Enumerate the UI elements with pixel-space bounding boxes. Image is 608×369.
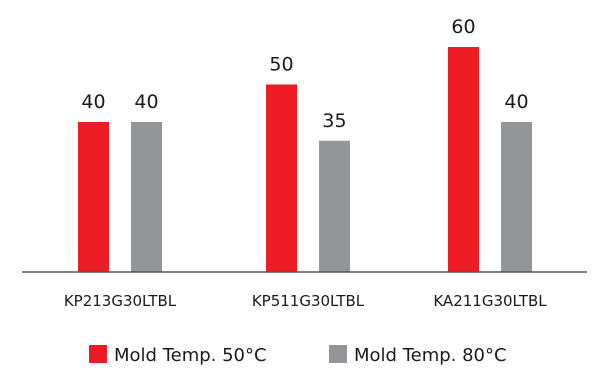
legend-label: Mold Temp. 50°C bbox=[114, 345, 267, 366]
category-label: KA211G30LTBL bbox=[433, 292, 547, 310]
legend-label: Mold Temp. 80°C bbox=[354, 345, 507, 366]
data-label: 40 bbox=[504, 91, 528, 113]
legend: Mold Temp. 50°C Mold Temp. 80°C bbox=[89, 345, 507, 366]
category-label: KP213G30LTBL bbox=[64, 292, 177, 310]
legend-item-mold-temp-50: Mold Temp. 50°C bbox=[89, 345, 267, 366]
data-label: 50 bbox=[269, 54, 293, 76]
bar-mold-temp-50-kp511g30ltbl bbox=[266, 84, 297, 272]
legend-item-mold-temp-80: Mold Temp. 80°C bbox=[329, 345, 507, 366]
bar-mold-temp-80-ka211g30ltbl bbox=[501, 122, 532, 272]
data-label: 35 bbox=[322, 110, 346, 132]
legend-swatch bbox=[89, 345, 107, 363]
bars-group bbox=[78, 47, 532, 272]
category-labels-group: KP213G30LTBL KP511G30LTBL KA211G30LTBL bbox=[64, 292, 547, 310]
bar-mold-temp-80-kp511g30ltbl bbox=[319, 140, 350, 272]
data-label: 60 bbox=[451, 16, 475, 38]
legend-swatch bbox=[329, 345, 347, 363]
bar-mold-temp-80-kp213g30ltbl bbox=[131, 122, 162, 272]
data-label: 40 bbox=[134, 91, 158, 113]
bar-mold-temp-50-kp213g30ltbl bbox=[78, 122, 109, 272]
data-label: 40 bbox=[81, 91, 105, 113]
bar-mold-temp-50-ka211g30ltbl bbox=[448, 47, 479, 272]
category-label: KP511G30LTBL bbox=[252, 292, 365, 310]
value-labels-group: 40 40 50 35 60 40 bbox=[81, 16, 528, 132]
